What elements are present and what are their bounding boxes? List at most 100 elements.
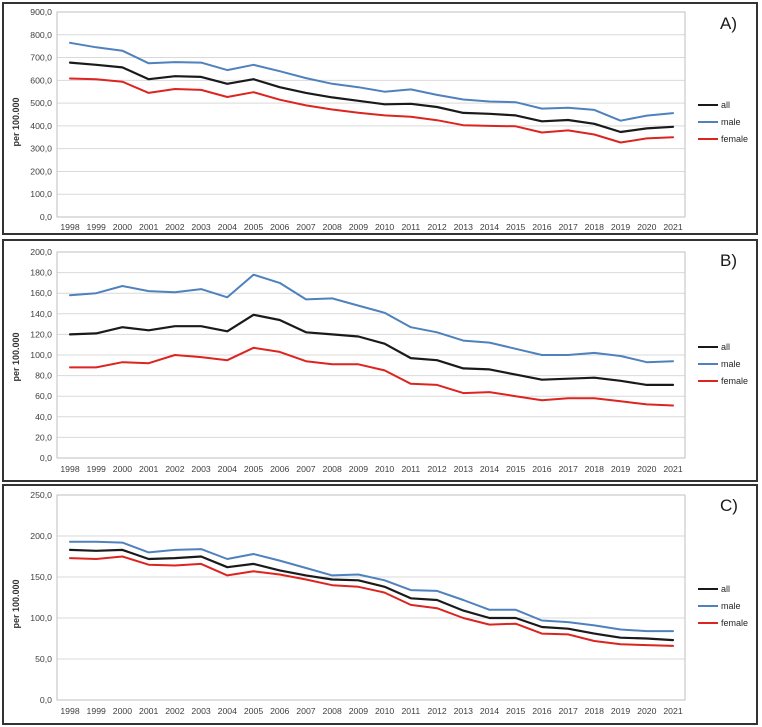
x-tick-label: 2014 [480,464,499,474]
y-tick-label: 150,0 [30,572,52,582]
x-tick-label: 2007 [296,464,315,474]
legend-swatch-female [698,621,718,624]
x-tick-label: 2005 [244,706,263,716]
y-tick-label: 0,0 [40,453,52,463]
legend-c: all male female [698,580,756,631]
x-tick-label: 2002 [165,706,184,716]
x-tick-label: 2013 [454,464,473,474]
legend-swatch-female [698,137,718,140]
legend-label-male: male [721,358,741,369]
x-tick-label: 2008 [323,464,342,474]
x-tick-label: 2020 [637,706,656,716]
series-line-female [69,346,674,407]
x-tick-label: 2018 [585,222,604,232]
x-tick-label: 2009 [349,464,368,474]
legend-item-all: all [698,338,756,355]
x-tick-label: 2012 [427,464,446,474]
panel-letter-b: B) [720,251,737,270]
chart-a-canvas: 900,0 800,0 700,0 600,0 500,0 400,0 300,0 200,0… [30,7,686,232]
chart-b-canvas: 200,0 180,0 160,0 140,0 120,0 100,0 80,0 60,0 40… [30,247,686,474]
y-tick-label: 60,0 [35,391,52,401]
x-tick-label: 2012 [427,706,446,716]
series-line-male [69,41,674,122]
x-tick-label: 2006 [270,222,289,232]
chart-panel-b: per 100.000 200,0 180,0 160,0 140,0 120,0 100… [2,239,758,482]
y-tick-label: 20,0 [35,432,52,442]
legend-item-female: female [698,130,756,147]
legend-item-female: female [698,614,756,631]
legend-label-female: female [721,375,749,386]
x-tick-label: 2002 [165,464,184,474]
x-tick-label: 2017 [558,464,577,474]
chart-panel-c: per 100.000 250,0 200,0 150,0 100,0 50,0 0,0 1… [2,484,758,725]
legend-b: all male female [698,338,756,389]
y-tick-label: 250,0 [30,490,52,500]
x-tick-label: 2008 [323,222,342,232]
x-tick-label: 2001 [139,706,158,716]
y-tick-label: 700,0 [30,53,52,63]
x-tick-label: 2020 [637,464,656,474]
legend-label-male: male [721,116,741,127]
x-tick-label: 2006 [270,706,289,716]
x-tick-label: 2011 [401,222,420,232]
x-tick-label: 2000 [113,706,132,716]
x-tick-label: 2011 [401,464,420,474]
x-tick-label: 2009 [349,706,368,716]
x-tick-label: 2020 [637,222,656,232]
y-tick-label: 0,0 [40,212,52,222]
legend-a: all male female [698,96,756,147]
y-tick-label: 800,0 [30,30,52,40]
x-tick-label: 2009 [349,222,368,232]
x-tick-label: 2018 [585,464,604,474]
x-tick-label: 2004 [218,464,237,474]
y-tick-label: 140,0 [30,309,52,319]
plot-border [56,251,686,459]
x-tick-label: 1998 [60,464,79,474]
x-tick-label: 2021 [663,706,682,716]
x-tick-label: 2004 [218,222,237,232]
x-tick-label: 2016 [532,706,551,716]
x-tick-label: 2005 [244,222,263,232]
chart-panel-a: per 100.000 900,0 800,0 700,0 600,0 500,0 400… [2,2,758,235]
y-tick-label: 100,0 [30,189,52,199]
x-tick-label: 2011 [401,706,420,716]
y-tick-label: 200,0 [30,166,52,176]
legend-label-male: male [721,600,741,611]
y-tick-label: 500,0 [30,98,52,108]
series-line-male [69,273,674,364]
x-tick-label: 2015 [506,706,525,716]
x-tick-label: 2017 [558,222,577,232]
x-tick-label: 2005 [244,464,263,474]
plot-border [56,494,686,701]
legend-item-male: male [698,597,756,614]
y-tick-label: 200,0 [30,531,52,541]
series-line-male [69,540,674,633]
legend-swatch-all [698,587,718,590]
y-tick-label: 80,0 [35,371,52,381]
x-tick-label: 2010 [375,706,394,716]
x-tick-label: 2014 [480,222,499,232]
x-tick-label: 2015 [506,464,525,474]
y-tick-label: 0,0 [40,695,52,705]
y-tick-label: 160,0 [30,288,52,298]
y-tick-label: 50,0 [35,654,52,664]
y-tick-label: 200,0 [30,247,52,257]
x-tick-label: 2014 [480,706,499,716]
y-tick-label: 400,0 [30,121,52,131]
x-tick-label: 2015 [506,222,525,232]
legend-swatch-male [698,604,718,607]
x-tick-label: 1999 [87,464,106,474]
panel-letter-c: C) [720,496,738,515]
legend-label-all: all [721,99,731,110]
x-tick-label: 2021 [663,464,682,474]
x-tick-label: 2007 [296,706,315,716]
series-line-female [69,555,674,647]
chart-c-canvas: 250,0 200,0 150,0 100,0 50,0 0,0 1998 1999 2000 2… [30,490,686,716]
x-tick-label: 2004 [218,706,237,716]
legend-label-female: female [721,133,749,144]
y-tick-label: 100,0 [30,613,52,623]
legend-item-female: female [698,372,756,389]
x-tick-label: 2007 [296,222,315,232]
x-tick-label: 1998 [60,706,79,716]
panel-letter-a: A) [720,14,737,33]
